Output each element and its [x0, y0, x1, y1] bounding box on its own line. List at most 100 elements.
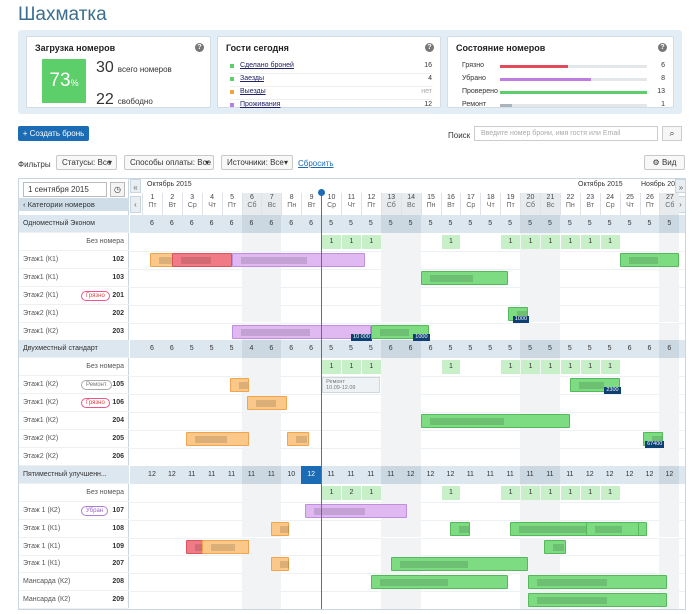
day-header[interactable]: 25 Чт [619, 193, 640, 215]
guest-stat-label[interactable]: Заезды [240, 75, 265, 82]
payment-filter-dropdown[interactable]: Способы оплаты: Все [124, 155, 214, 170]
day-header[interactable]: 22 Пн [559, 193, 580, 215]
room-row[interactable]: Этаж2 (К2) 205 [19, 430, 129, 448]
booking-block[interactable] [370, 575, 509, 590]
booking-block[interactable] [390, 557, 529, 572]
free-count-cell[interactable]: 1 [541, 360, 560, 375]
room-row[interactable]: Этаж1 (К2) Ремонт 105 [19, 376, 129, 395]
search-input[interactable]: Введите номер брони, имя гостя или Email [474, 126, 658, 141]
free-count-cell[interactable]: 2 [342, 485, 361, 500]
booking-block[interactable] [420, 270, 509, 285]
booking-block[interactable] [271, 521, 290, 536]
free-count-cell[interactable]: 1 [580, 485, 600, 500]
free-count-cell[interactable]: 1 [501, 360, 521, 375]
view-button[interactable]: ⚙ Вид [644, 155, 685, 170]
room-row[interactable]: Этаж1 (К1) 103 [19, 269, 129, 287]
free-count-cell[interactable]: 1 [441, 235, 461, 249]
guest-stat-label[interactable]: Выезды [240, 88, 266, 95]
day-header[interactable]: 18 Чт [480, 193, 500, 215]
day-header[interactable]: 14 Вс [400, 193, 421, 215]
booking-block[interactable]: 67400 [643, 432, 665, 448]
prev-day-icon[interactable]: ‹ [130, 196, 141, 213]
free-count-cell[interactable]: 1 [361, 485, 381, 500]
room-row[interactable]: Мансарда (К2) 209 [19, 591, 129, 609]
booking-block[interactable] [305, 503, 407, 518]
room-row[interactable]: Без номера [19, 484, 129, 502]
free-count-cell[interactable]: 1 [501, 235, 521, 249]
free-count-cell[interactable]: 1 [501, 485, 521, 500]
room-row[interactable]: Этаж 1 (К1) 207 [19, 555, 129, 574]
room-row[interactable]: Этаж 1 (К1) 109 [19, 538, 129, 556]
booking-block[interactable] [185, 432, 250, 446]
day-header[interactable]: 27 Сб [659, 193, 680, 215]
category-row[interactable]: Двухместный стандарт [19, 340, 129, 359]
room-row[interactable]: Без номера [19, 358, 129, 377]
day-header[interactable]: 15 Пн [420, 193, 441, 215]
free-count-cell[interactable]: 1 [322, 485, 341, 500]
day-header[interactable]: 5 Пт [221, 193, 242, 215]
day-header[interactable]: 12 Пт [360, 193, 381, 215]
day-header[interactable]: 13 Сб [380, 193, 401, 215]
free-count-cell[interactable]: 1 [361, 235, 381, 249]
prev-month-icon[interactable]: « [130, 179, 141, 193]
free-count-cell[interactable]: 1 [521, 485, 540, 500]
day-header[interactable]: 7 Вс [261, 193, 282, 215]
room-row[interactable]: Без номера [19, 233, 129, 251]
day-header[interactable]: 6 Сб [241, 193, 262, 215]
category-row[interactable]: Пятиместный улучшенн... [19, 465, 129, 484]
room-row[interactable]: Этаж2 (К1) 202 [19, 305, 129, 323]
room-row[interactable]: Этаж2 (К2) 206 [19, 448, 129, 466]
free-count-cell[interactable]: 1 [580, 235, 600, 249]
day-header[interactable]: 24 Ср [599, 193, 620, 215]
day-header[interactable]: 19 Пт [500, 193, 520, 215]
day-header[interactable]: 1 Пт [142, 193, 162, 215]
free-count-cell[interactable]: 1 [342, 235, 361, 249]
booking-block[interactable] [528, 593, 668, 608]
day-header[interactable]: 10 Ср [321, 193, 341, 215]
free-count-cell[interactable]: 1 [560, 485, 580, 500]
booking-block[interactable] [543, 539, 566, 554]
day-header[interactable]: 4 Чт [201, 193, 222, 215]
free-count-cell[interactable]: 1 [560, 360, 580, 375]
room-row[interactable]: Этаж 1 (К1) 108 [19, 520, 129, 538]
day-header[interactable]: 20 Сб [520, 193, 540, 215]
free-count-cell[interactable]: 1 [580, 360, 600, 375]
free-count-cell[interactable]: 1 [600, 360, 620, 375]
booking-block[interactable] [619, 252, 680, 267]
booking-block[interactable] [231, 252, 365, 267]
search-icon[interactable]: ⌕ [662, 126, 682, 141]
room-row[interactable]: Этаж1 (К2) 204 [19, 412, 129, 431]
free-count-cell[interactable]: 1 [361, 360, 381, 375]
booking-block[interactable] [247, 396, 288, 411]
create-booking-button[interactable]: + Создать бронь [18, 126, 89, 141]
free-count-cell[interactable]: 1 [541, 235, 560, 249]
free-count-cell[interactable]: 1 [441, 485, 461, 500]
booking-block[interactable] [450, 521, 471, 536]
free-count-cell[interactable]: 1 [322, 235, 341, 249]
sources-filter-dropdown[interactable]: Источники: Все [221, 155, 293, 170]
day-header[interactable]: 23 Вт [579, 193, 600, 215]
guest-stat-label[interactable]: Сделано броней [240, 62, 294, 69]
booking-block[interactable]: 1000 [508, 306, 530, 323]
free-count-cell[interactable]: 1 [521, 360, 540, 375]
free-count-cell[interactable]: 1 [600, 485, 620, 500]
room-row[interactable]: Этаж2 (К1) Грязно 201 [19, 287, 129, 305]
reset-filters-link[interactable]: Сбросить [298, 159, 334, 168]
booking-block[interactable] [420, 414, 570, 429]
status-filter-dropdown[interactable]: Статусы: Все [56, 155, 117, 170]
repair-note[interactable]: Ремонт 10.09-12.09 [322, 377, 381, 394]
guest-stat-label[interactable]: Проживания [240, 101, 281, 108]
day-header[interactable]: 3 Ср [181, 193, 202, 215]
day-header[interactable]: 9 Вт [301, 193, 321, 215]
help-icon[interactable]: ? [195, 43, 204, 52]
day-header[interactable]: 2 Вт [161, 193, 182, 215]
booking-block[interactable] [201, 539, 250, 554]
room-row[interactable]: Этаж1 (К2) 203 [19, 323, 129, 341]
free-count-cell[interactable]: 1 [541, 485, 560, 500]
booking-block[interactable] [229, 378, 250, 393]
booking-block[interactable] [271, 557, 290, 572]
free-count-cell[interactable]: 1 [560, 235, 580, 249]
booking-block[interactable] [585, 521, 640, 536]
day-header[interactable]: 11 Чт [341, 193, 361, 215]
free-count-cell[interactable]: 1 [441, 360, 461, 375]
